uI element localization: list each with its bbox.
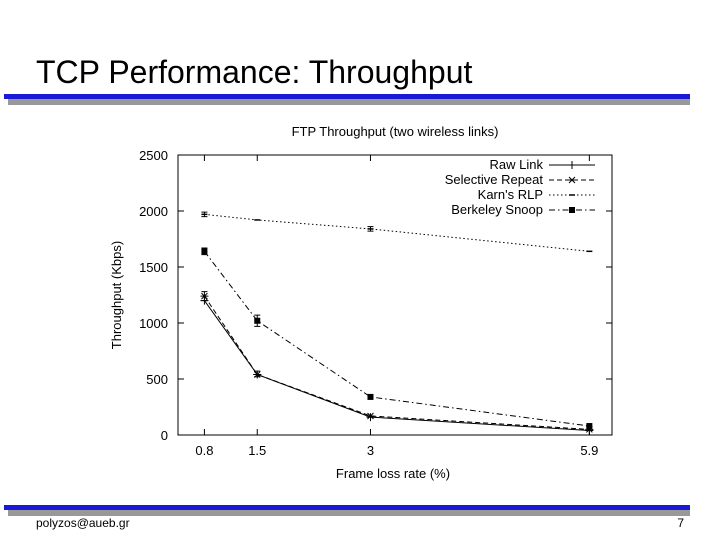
y-tick-label: 2000: [139, 204, 168, 219]
y-axis: 0 500 1000 1500 2000 2500: [139, 148, 612, 443]
footer-rule-shadow: [8, 508, 690, 516]
y-tick-label: 1500: [139, 260, 168, 275]
title-rule-shadow: [8, 97, 690, 105]
data-point-raw-link: [366, 413, 375, 422]
x-axis: 0.8 1.5 3 5.9: [195, 155, 598, 458]
legend-marker: [568, 176, 576, 184]
footer-email: polyzos@aueb.gr: [36, 516, 130, 530]
series-line-selective-repeat: [204, 295, 590, 430]
error-bar: [201, 247, 208, 256]
series-line-karn-s-rlp: [204, 213, 590, 252]
series-line-raw-link: [204, 300, 590, 432]
series-layer: [200, 213, 594, 435]
data-point-selective-repeat: [366, 412, 375, 420]
y-tick-label: 1000: [139, 316, 168, 331]
legend-marker: [568, 161, 576, 169]
plot-frame: [177, 154, 613, 436]
title-rule: [4, 94, 690, 99]
series-line-berkeley-snoop: [204, 251, 590, 427]
error-bar: [254, 370, 261, 378]
legend-label: Selective Repeat: [445, 172, 544, 187]
footer-rule: [4, 505, 690, 510]
page-number: 7: [677, 516, 684, 530]
legend-label: Berkeley Snoop: [451, 202, 543, 217]
y-axis-label: Throughput (Kbps): [109, 241, 124, 349]
series-raw-link: [200, 296, 594, 435]
x-axis-label: Frame loss rate (%): [336, 466, 450, 481]
series-karn-s-rlp: [201, 213, 593, 253]
x-tick-label: 0.8: [195, 443, 213, 458]
x-tick-label: 5.9: [580, 443, 598, 458]
y-tick-label: 0: [161, 428, 168, 443]
data-point-berkeley-snoop: [367, 393, 374, 400]
legend-marker: [569, 207, 575, 213]
y-tick-label: 500: [146, 372, 168, 387]
error-bar: [201, 291, 208, 302]
x-tick-label: 1.5: [248, 443, 266, 458]
error-bar: [254, 314, 261, 327]
series-berkeley-snoop: [201, 248, 593, 430]
data-point-berkeley-snoop: [586, 423, 593, 430]
legend-label: Raw Link: [490, 157, 544, 172]
error-bar: [201, 211, 208, 218]
error-bar: [367, 226, 374, 232]
series-selective-repeat: [200, 292, 594, 433]
error-bars: [201, 211, 374, 378]
x-tick-label: 3: [367, 443, 374, 458]
y-tick-label: 2500: [139, 148, 168, 163]
legend-label: Karn's RLP: [478, 187, 543, 202]
chart-title: FTP Throughput (two wireless links): [292, 124, 499, 139]
slide-title: TCP Performance: Throughput: [36, 54, 473, 90]
